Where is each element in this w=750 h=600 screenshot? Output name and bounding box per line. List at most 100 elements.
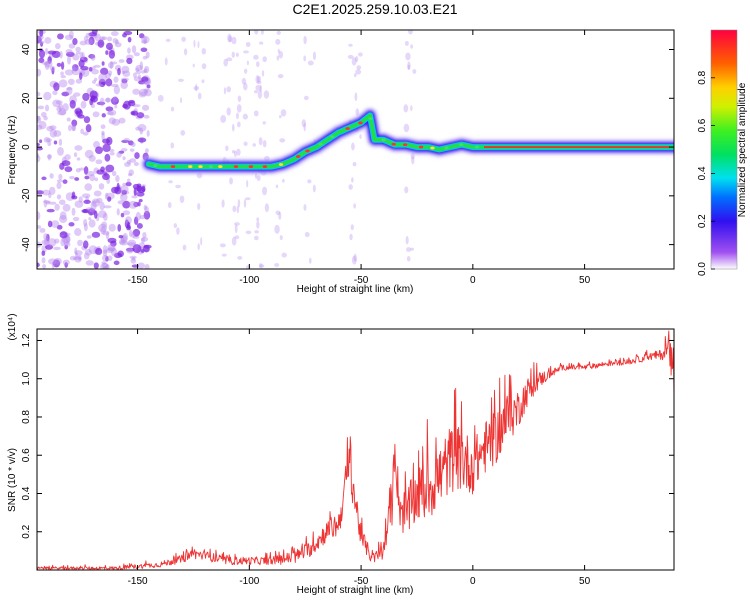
noise-blob [101,113,106,118]
noise-blob [139,214,146,220]
noise-blob [62,259,70,266]
noise-blob [133,76,142,82]
noise-blob [135,64,143,72]
ridge-hotspot [368,117,373,120]
noise-blob [129,148,135,152]
noise-blob [49,65,56,71]
noise-blob [39,40,45,45]
noise-blob [56,181,62,190]
noise-blob [48,258,57,265]
noise-blob [110,96,119,105]
noise-blob [90,201,97,211]
noise-blob [350,224,354,231]
noise-blob [96,101,106,106]
noise-blob [256,217,260,222]
noise-blob [122,103,129,109]
noise-blob [56,179,63,183]
noise-blob [51,67,55,75]
noise-blob [280,109,287,117]
noise-blob [77,255,82,261]
noise-blob [131,45,137,54]
noise-blob [349,233,353,241]
noise-blob [88,54,96,59]
noise-blob [407,61,411,70]
noise-blob [79,40,88,46]
noise-blob [111,61,118,65]
noise-blob [410,105,413,112]
noise-blob [44,104,50,112]
noise-blob [412,69,417,74]
noise-blob [93,64,101,68]
noise-blob [235,52,239,57]
spectrogram-y-label: Frequency (Hz) [7,116,18,185]
noise-blob [125,247,135,252]
noise-blob [49,201,57,205]
noise-blob [59,231,68,239]
noise-blob [164,57,168,66]
ridge-hotspot [418,145,424,149]
noise-blob [122,70,131,77]
noise-blob [141,40,148,44]
noise-blob [141,104,150,111]
noise-blob [113,260,120,266]
noise-blob [312,184,316,193]
noise-blob [127,239,137,248]
noise-blob [59,50,63,59]
spectrogram-x-tick-label: 0 [470,275,476,286]
noise-blob [244,197,251,201]
noise-blob [404,40,409,47]
noise-blob [410,152,415,160]
noise-blob [253,110,259,117]
noise-blob [71,64,76,72]
noise-blob [232,205,237,213]
noise-blob [351,57,357,66]
noise-blob [177,78,184,82]
noise-blob [129,158,137,163]
noise-blob [110,83,119,88]
noise-blob [262,56,267,63]
noise-blob [181,36,186,42]
noise-blob [82,92,90,102]
noise-blob [116,182,120,192]
noise-blob [101,132,105,141]
snr-y-tick-label: 0.4 [21,486,32,500]
noise-blob [102,230,110,236]
noise-blob [57,110,67,116]
ridge-hotspot [345,127,350,130]
noise-blob [84,183,93,191]
noise-blob [71,123,77,132]
snr-y-tick-label: 1.0 [21,371,32,385]
noise-blob [103,205,112,209]
noise-blob [75,252,79,259]
noise-blob [111,186,119,194]
noise-blob [122,210,131,216]
noise-blob [53,130,62,137]
noise-blob [56,194,62,200]
noise-blob [109,151,115,156]
noise-blob [46,208,55,213]
noise-blob [92,111,100,118]
noise-blob [64,34,74,41]
noise-blob [37,154,41,163]
noise-blob [75,168,81,173]
noise-blob [303,35,307,45]
noise-blob [114,42,122,48]
noise-blob [411,156,415,165]
noise-blob [37,68,42,77]
noise-blob [43,199,48,208]
spectrogram-x-label: Height of straight line (km) [297,284,414,295]
noise-blob [71,67,81,76]
noise-blob [226,107,231,116]
noise-blob [78,196,83,203]
snr-x-axis: -150 -100 -50 0 50 [128,329,591,587]
noise-blob [138,199,143,203]
noise-blob [142,55,148,60]
noise-blob [80,128,84,135]
noise-blob [141,185,146,193]
noise-blob [128,200,138,209]
noise-blob [115,175,120,183]
snr-x-tick-label: -150 [128,576,148,587]
noise-blob [45,233,50,242]
noise-blob [348,43,353,47]
